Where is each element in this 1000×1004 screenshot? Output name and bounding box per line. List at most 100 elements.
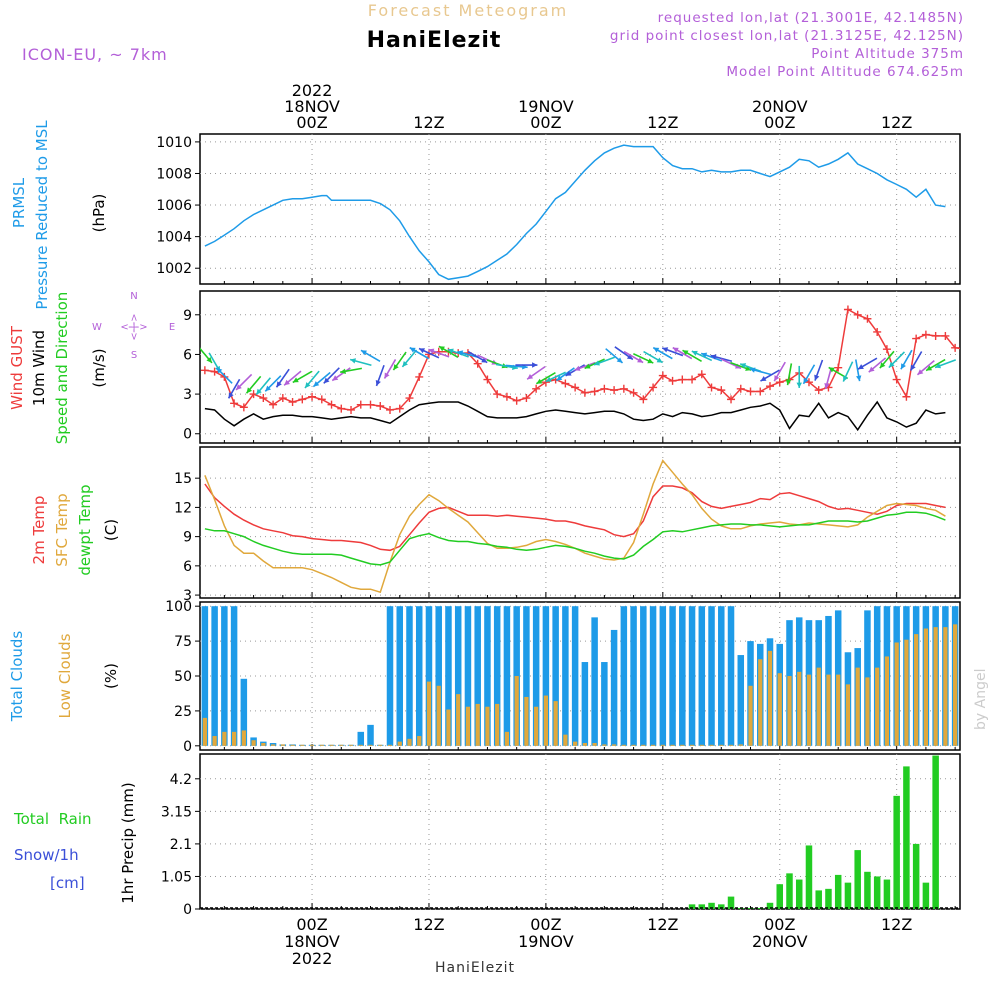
compass-s: S (131, 350, 137, 361)
bar-total-clouds (591, 617, 598, 745)
ytick-label: 25 (174, 704, 192, 720)
bottom-tick-label: 12Z (647, 915, 678, 934)
bar-low-clouds (807, 675, 811, 746)
temp-unit: (C) (102, 519, 120, 541)
ytick-label: 0 (183, 902, 192, 918)
bar-low-clouds (817, 668, 821, 746)
bar-low-clouds (700, 745, 704, 746)
bar-total-clouds (504, 606, 511, 746)
bar-low-clouds (300, 745, 304, 746)
model-label: ICON-EU, ~ 7km (22, 45, 168, 64)
bar-low-clouds (417, 736, 421, 746)
ytick-label: 6 (183, 347, 192, 363)
bar-low-clouds (787, 676, 791, 746)
bar-low-clouds (437, 686, 441, 746)
bar-total-clouds (231, 606, 238, 746)
ytick-label: 50 (174, 669, 192, 685)
pressure-labels: PRMSL Pressure Reduced to MSL (hPa) (10, 120, 108, 310)
bar-total-clouds (562, 606, 569, 746)
watermark: by Angel (973, 669, 989, 730)
bar-low-clouds (622, 745, 626, 746)
bar-low-clouds (359, 745, 363, 746)
bar-low-clouds (992, 620, 996, 746)
bar-low-clouds (865, 677, 869, 745)
bar-total-clouds (718, 606, 725, 746)
bar-low-clouds (242, 730, 246, 745)
bar-total-clouds (728, 606, 735, 746)
bar-low-clouds (398, 742, 402, 746)
bottom-tick-label: 12Z (881, 915, 912, 934)
gust-marker (971, 328, 979, 336)
cloud-labels: Total Clouds Low Clouds (%) (8, 631, 120, 723)
bar-low-clouds (271, 744, 275, 745)
bar-total-rain (806, 845, 813, 909)
compass-ns-arrow: <-|-> (128, 313, 139, 340)
ytick-label: 1004 (156, 230, 192, 246)
bar-low-clouds (709, 745, 713, 746)
panels: 1002100410061008101003693691215025507510… (156, 134, 1000, 918)
model-altitude: Model Point Altitude 674.625m (726, 64, 964, 80)
bar-low-clouds (924, 629, 928, 746)
bar-total-rain (786, 873, 793, 909)
temperature-frame (200, 447, 960, 598)
wind-labels: Wind GUST 10m Wind Speed and Direction (… (8, 291, 175, 444)
ytick-label: 100 (165, 599, 192, 615)
bar-total-clouds (406, 606, 413, 746)
t2m-label: 2m Temp (30, 496, 48, 565)
bar-total-rain (854, 850, 861, 909)
bar-low-clouds (690, 745, 694, 746)
bar-total-clouds (689, 606, 696, 746)
bar-total-clouds (650, 606, 657, 746)
bar-low-clouds (836, 675, 840, 746)
bar-total-clouds (962, 606, 969, 746)
bar-total-rain (903, 766, 910, 909)
bar-total-clouds (699, 606, 706, 746)
bar-total-clouds (630, 606, 637, 746)
bottom-tick-label: 2022 (292, 949, 333, 968)
bar-low-clouds (232, 732, 236, 746)
bar-low-clouds (719, 745, 723, 746)
temp-labels: 2m Temp SFC Temp dewpt Temp (C) (30, 484, 120, 575)
bar-total-clouds (396, 606, 403, 746)
bar-low-clouds (895, 642, 899, 745)
bar-low-clouds (368, 745, 372, 746)
precip-labels: Total Rain Snow/1h [cm] 1hr Precip (mm) (13, 782, 137, 903)
bar-total-clouds (738, 655, 745, 746)
bar-low-clouds (485, 707, 489, 746)
ytick-label: 9 (183, 308, 192, 324)
bar-low-clouds (953, 624, 957, 745)
bar-low-clouds (320, 745, 324, 746)
ytick-label: 4.2 (170, 772, 192, 788)
bar-low-clouds (388, 745, 392, 746)
bar-total-rain (796, 880, 803, 909)
top-tick-label: 12Z (647, 113, 678, 132)
bar-low-clouds (407, 739, 411, 746)
footer-label: HaniElezit (435, 960, 515, 976)
bar-low-clouds (534, 707, 538, 746)
low-clouds-label: Low Clouds (56, 633, 74, 718)
total-rain-label: Total Rain (13, 810, 92, 828)
top-tick-label: 12Z (413, 113, 444, 132)
bar-low-clouds (943, 627, 947, 746)
dewpt-label: dewpt Temp (76, 484, 94, 575)
bar-low-clouds (797, 672, 801, 746)
ytick-label: 0 (183, 739, 192, 755)
bar-low-clouds (885, 656, 889, 745)
bar-low-clouds (875, 668, 879, 746)
bar-total-rain (815, 890, 822, 909)
requested-coords: requested lon,lat (21.3001E, 42.1485N) (658, 10, 964, 26)
gust-marker (990, 298, 998, 306)
bar-low-clouds (748, 686, 752, 746)
bar-low-clouds (573, 742, 577, 746)
compass-w: W (92, 322, 102, 333)
ytick-label: 1008 (156, 166, 192, 182)
bar-total-clouds (991, 606, 998, 746)
bar-total-clouds (416, 606, 423, 746)
compass-e: E (169, 322, 175, 333)
bar-total-rain (913, 844, 920, 909)
bar-total-clouds (387, 606, 394, 746)
bar-low-clouds (524, 697, 528, 746)
